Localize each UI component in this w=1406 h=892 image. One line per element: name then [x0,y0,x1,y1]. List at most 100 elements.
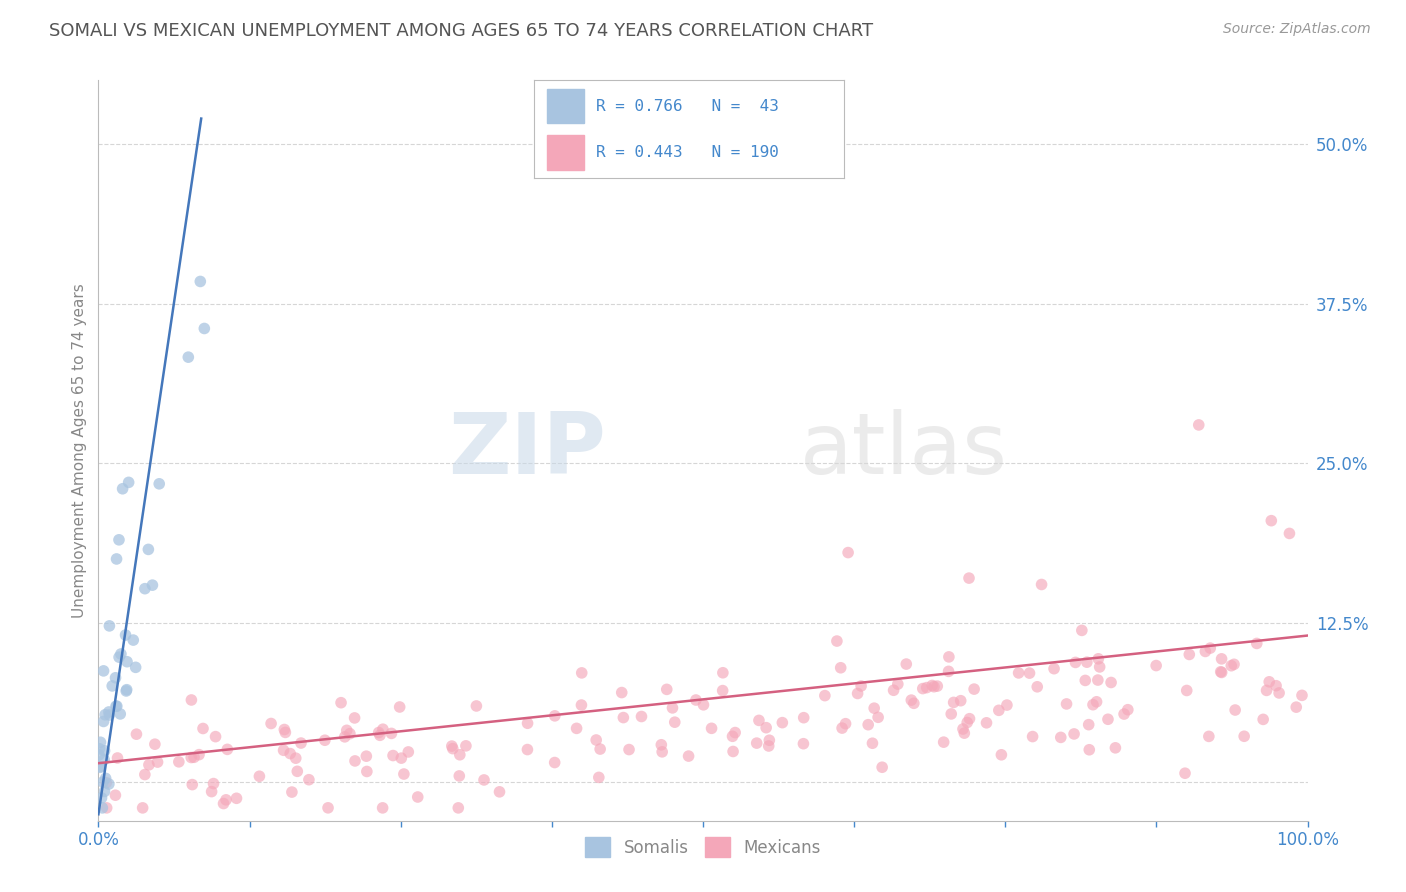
Point [1199,641,1222,656]
Point [225,791,247,805]
Point [316,801,339,815]
Point [516,742,538,756]
Point [610,685,633,699]
Point [1112,707,1135,722]
Point [630,709,652,723]
Point [93,753,115,767]
Point [834,716,856,731]
Point [87,747,110,762]
Point [260,716,283,731]
Point [94,707,117,722]
Point [1021,730,1043,744]
Point [188,275,211,289]
Point [745,736,768,750]
Point [976,715,998,730]
Point [956,715,979,730]
Point [711,683,734,698]
Point [333,730,356,744]
Point [91,775,114,789]
Point [1209,665,1232,679]
Point [396,745,419,759]
Point [1077,717,1099,731]
Point [1278,526,1301,541]
Point [449,769,471,783]
Point [793,711,815,725]
Point [941,706,963,721]
Point [963,682,986,697]
Point [193,321,215,335]
Point [110,706,132,721]
Point [134,582,156,596]
Point [932,735,955,749]
Point [202,776,225,790]
Point [367,725,389,739]
Point [870,760,893,774]
Point [148,476,170,491]
Point [1256,683,1278,698]
Y-axis label: Unemployment Among Ages 65 to 74 years: Unemployment Among Ages 65 to 74 years [72,283,87,618]
Point [1099,675,1122,690]
Point [922,680,945,694]
Point [101,679,124,693]
Point [846,686,869,700]
Point [724,725,747,739]
Point [1070,624,1092,638]
Point [449,747,471,762]
Point [678,749,700,764]
Point [1087,673,1109,687]
Point [105,699,128,714]
Point [98,708,121,723]
Point [146,755,169,769]
Point [1268,686,1291,700]
Point [115,655,138,669]
Point [177,350,200,364]
Point [755,721,778,735]
Point [212,797,235,811]
Point [204,730,226,744]
Point [921,678,943,692]
Point [1043,662,1066,676]
Point [472,772,495,787]
Point [1246,636,1268,650]
Point [389,751,412,765]
Point [1233,729,1256,743]
Point [284,751,307,765]
Point [938,665,960,679]
Point [792,737,814,751]
Bar [547,89,583,123]
Point [887,677,910,691]
Point [1223,657,1246,672]
Point [118,475,141,490]
Point [1211,665,1233,680]
Point [97,705,120,719]
Point [612,710,634,724]
Point [1097,712,1119,726]
Point [441,741,464,756]
Point [98,619,121,633]
Point [125,727,148,741]
Point [181,778,204,792]
Point [108,650,131,665]
Point [711,665,734,680]
Point [1063,727,1085,741]
Point [290,736,312,750]
Text: SOMALI VS MEXICAN UNEMPLOYMENT AMONG AGES 65 TO 74 YEARS CORRELATION CHART: SOMALI VS MEXICAN UNEMPLOYMENT AMONG AGE… [49,22,873,40]
Point [1220,658,1243,673]
Point [108,533,131,547]
Point [93,744,115,758]
Point [314,733,336,747]
Point [94,772,117,786]
Point [330,696,353,710]
Point [589,742,612,756]
Point [1031,577,1053,591]
Point [339,726,361,740]
Point [93,714,115,729]
Point [201,784,224,798]
Point [115,684,138,698]
Point [90,791,112,805]
Point [215,793,238,807]
Point [770,715,793,730]
Point [110,647,132,661]
Point [617,742,640,756]
Point [368,728,391,742]
